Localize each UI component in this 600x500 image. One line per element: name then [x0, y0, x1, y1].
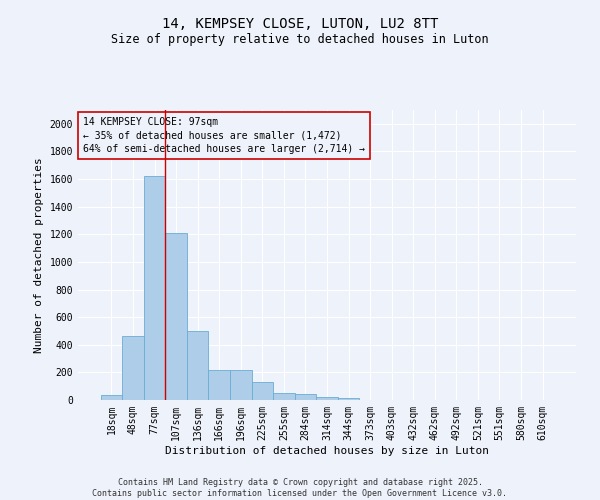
- Bar: [316, 396, 338, 400]
- Bar: [166, 233, 187, 400]
- Bar: [338, 398, 359, 400]
- Bar: [230, 370, 251, 400]
- Text: Contains HM Land Registry data © Crown copyright and database right 2025.
Contai: Contains HM Land Registry data © Crown c…: [92, 478, 508, 498]
- Bar: [273, 393, 295, 400]
- Bar: [101, 395, 122, 400]
- Bar: [144, 176, 166, 400]
- Text: Size of property relative to detached houses in Luton: Size of property relative to detached ho…: [111, 32, 489, 46]
- Bar: [208, 370, 230, 400]
- Text: 14, KEMPSEY CLOSE, LUTON, LU2 8TT: 14, KEMPSEY CLOSE, LUTON, LU2 8TT: [162, 18, 438, 32]
- Bar: [295, 394, 316, 400]
- Y-axis label: Number of detached properties: Number of detached properties: [34, 157, 44, 353]
- X-axis label: Distribution of detached houses by size in Luton: Distribution of detached houses by size …: [165, 446, 489, 456]
- Bar: [251, 382, 273, 400]
- Bar: [187, 331, 208, 400]
- Bar: [122, 336, 144, 400]
- Text: 14 KEMPSEY CLOSE: 97sqm
← 35% of detached houses are smaller (1,472)
64% of semi: 14 KEMPSEY CLOSE: 97sqm ← 35% of detache…: [83, 117, 365, 154]
